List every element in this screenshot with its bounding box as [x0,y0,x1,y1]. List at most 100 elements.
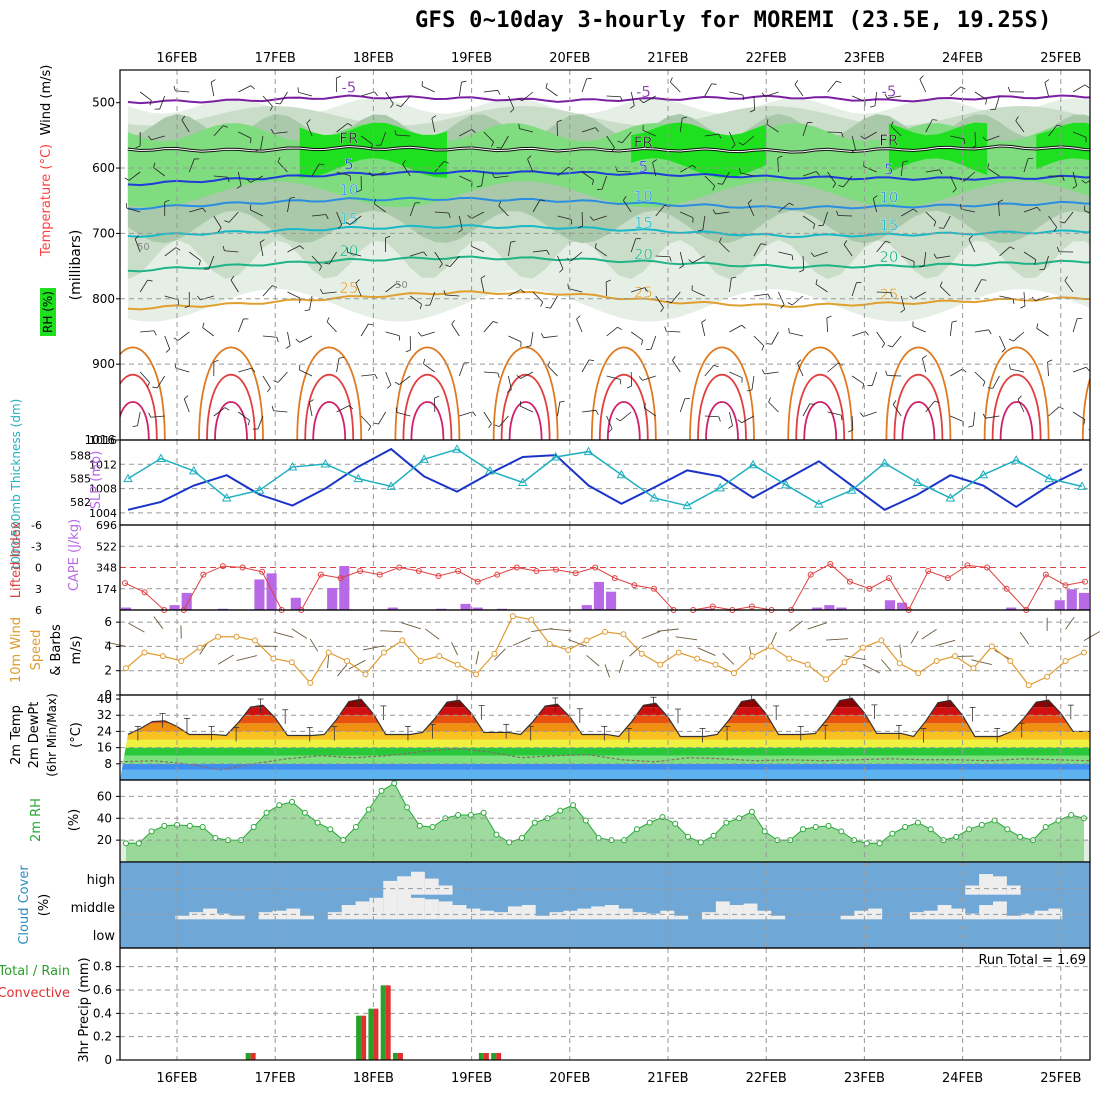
wind-barb-flag [217,227,222,233]
wind10m-barb [675,636,698,641]
wind10m-barb [531,627,553,633]
slp-tick-label: 1008 [89,483,117,496]
wind-barb-flag [731,276,737,279]
wind-barb [576,318,583,333]
wind-barb [644,407,656,417]
wind-barb [1072,366,1087,373]
wind-barb [213,175,228,178]
cloud-middle-bar [854,910,869,920]
wind-barb-flag [497,372,500,378]
wind10m-barb [722,652,735,665]
wind-barb-flag [338,356,344,359]
wind10m-marker [915,670,922,677]
cloud-high-bar [424,878,439,895]
wind-barb [704,365,715,377]
rh2m-marker [1004,826,1011,833]
wind-barb-flag [434,395,440,399]
cloud-middle-bar [300,915,314,920]
wind-barb-flag [719,237,722,243]
wind-barb-flag [347,123,353,127]
wind-barb-flag [348,405,354,410]
wind10m-barb [348,659,366,670]
wind10m-barb [153,616,164,629]
cape-bar [121,607,132,610]
wind-barb [753,95,756,111]
li-marker [474,578,481,585]
wind-barb [747,203,755,217]
cloud-high-bar [438,885,453,895]
rh2m-marker [314,819,321,826]
wind-barb [329,251,337,265]
wind-barb [498,205,509,217]
wind-barb-flag [405,349,411,353]
li-marker [141,589,148,596]
wind-barb [458,362,465,377]
rh2m-marker [148,828,155,835]
temp-tick-label: 40 [97,692,112,706]
wind-barb [410,251,424,257]
li-marker [1082,578,1088,585]
rh2m-marker [276,802,283,809]
precip-total-bar [491,1053,497,1060]
wind-barb-flag [1091,150,1096,151]
cape-bar [266,573,277,610]
wind10m-marker [952,653,959,660]
wind-barb [139,371,150,383]
cape-bar [1006,607,1017,610]
thickness-marker [485,465,495,475]
wind-barb [972,411,976,426]
wind10m-marker [749,653,756,660]
wind-barb [298,91,313,97]
wind-barb [863,411,877,417]
wind-barb-flag [147,135,152,141]
wind-barb [508,289,521,297]
rh2m-marker [672,820,679,827]
wind-barb-flag [547,361,551,367]
wind-barb-flag [749,109,755,113]
wind-barb-flag [346,247,348,253]
wind10m-barb [128,622,145,633]
warm-isotherm-loop [120,346,166,440]
upper-air-plot: -5 -5 -5 FR FR FR 5 5 5 10 10 10 15 15 15 20 20 20 25 25 25 5… [120,70,1096,440]
wind10m-marker [1062,658,1069,664]
wind-barb-flag [664,326,667,332]
wind-barb [680,164,693,173]
wind-barb [679,251,684,266]
wind-barb-flag [982,413,986,419]
wind-barb [728,278,732,293]
wind-barb [741,415,755,424]
wind-barb-flag [472,411,477,417]
warm-isotherm-loop [394,346,461,440]
wind-barb-flag [368,323,374,326]
wind-barb [385,331,400,337]
wind-barb-flag [594,243,597,249]
wind-barb-flag [336,75,342,79]
wind-barb-flag [494,424,500,427]
wind-barb [753,335,765,347]
thickness-tick-label: 585 [70,473,91,486]
wind-barb [458,215,463,230]
ylabel-wind10m-b: Speed [29,630,44,671]
wind-barb [228,211,239,223]
wind-barb [279,91,288,105]
wind-barb [961,208,975,213]
precip-tick-label: 0.6 [93,983,112,997]
wind10m-barb [475,651,480,665]
wind-barb [396,134,411,137]
wind10m-barb [549,628,572,632]
li-marker [709,603,716,610]
wind-barb-flag [629,105,635,109]
wind-barb-flag [985,99,988,105]
wind-barb [361,91,375,97]
cloud-middle-bar [632,912,647,920]
wind10m-marker [288,659,295,666]
cape-bar [436,608,447,610]
wind-barb [892,335,902,348]
upper-ytick-label: 600 [92,161,115,175]
rh2m-marker [838,828,845,835]
wind-barb [336,358,340,373]
wind10m-tick-label: 0 [104,688,112,702]
x-date-top-label: 24FEB [942,51,983,66]
rh2m-marker [416,822,423,829]
wind-barb [385,91,394,104]
